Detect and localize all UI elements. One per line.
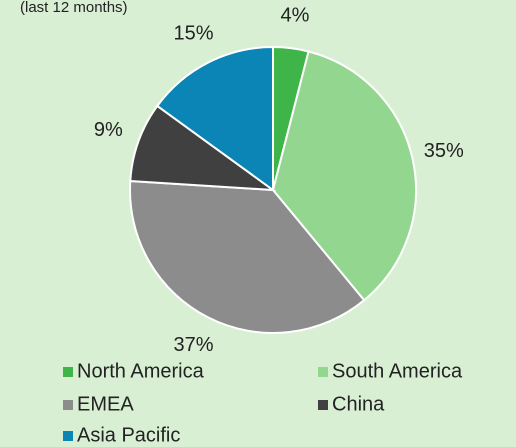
legend-label: Asia Pacific [77,424,180,446]
legend-label: EMEA [77,393,134,415]
legend-label: South America [332,360,463,382]
legend-label: North America [77,360,205,382]
legend-swatch [63,400,73,410]
legend-swatch [318,400,328,410]
pie-slice [271,50,417,302]
pie-slice [129,179,366,334]
chart-subtitle: (last 12 months) [20,0,128,16]
legend-swatch [63,431,73,441]
pie-slice [129,104,277,192]
pie-slice [155,45,274,192]
legend-label: China [332,393,385,415]
data-label: 37% [174,334,214,356]
data-label: 4% [280,5,309,27]
data-label: 9% [94,119,123,141]
data-label: 15% [174,22,214,44]
data-label: 35% [424,140,464,162]
legend-swatch [318,367,328,377]
legend-swatch [63,367,73,377]
